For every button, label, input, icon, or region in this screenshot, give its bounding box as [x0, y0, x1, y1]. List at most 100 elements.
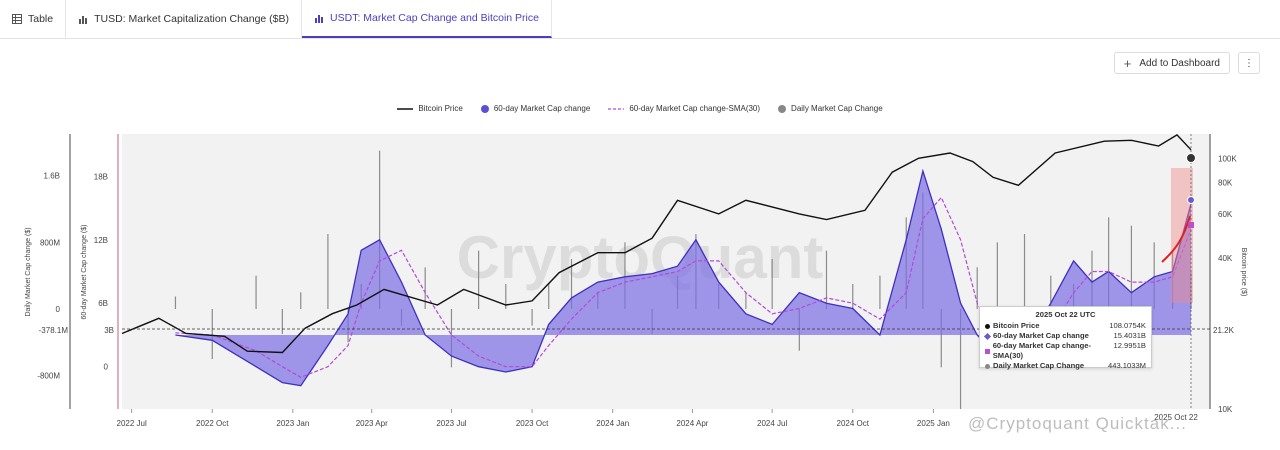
daily-change-bar [1091, 250, 1093, 309]
dot-marker-icon [985, 363, 990, 369]
chart-axes: 1.6B 800M 0 -800M 18B 12B 6B 0 100K 80K 60K 40K 10K -… [25, 154, 1247, 428]
chart-tooltip: 2025 Oct 22 UTC Bitcoin Price 108.0754K 6… [979, 306, 1152, 371]
tooltip-row-label: Daily Market Cap Change [993, 361, 1085, 370]
left2-axis-title: 60-day Market Cap change ($) [81, 225, 88, 320]
x-tick-label: 2024 Oct [837, 419, 870, 428]
daily-change-bar [852, 284, 854, 309]
right-tick-label: 10K [1218, 405, 1233, 414]
tab-tusd-label: TUSD: Market Capitalization Change ($B) [94, 13, 290, 25]
tooltip-row: 60-day Market Cap change-SMA(30) 12.9951B [985, 341, 1146, 361]
tooltip-row-label: 60-day Market Cap change [993, 331, 1089, 340]
daily-change-bar [424, 267, 426, 309]
x-tick-label: 2024 Apr [676, 419, 708, 428]
x-tick-label: 2024 Jan [596, 419, 629, 428]
tooltip-row-label: Bitcoin Price [993, 321, 1040, 330]
plus-icon: + [1123, 55, 1132, 71]
daily-change-bar [825, 250, 828, 309]
left1-tick-label: -800M [37, 372, 60, 381]
dot-swatch-icon [778, 104, 787, 113]
left1-tick-label: 0 [56, 305, 61, 314]
legend-item-60d-change[interactable]: 60-day Market Cap change [480, 104, 591, 113]
tooltip-row: 60-day Market Cap change 15.4031B [983, 331, 1146, 341]
left2-tick-label: 12B [94, 236, 108, 245]
tab-table[interactable]: Table [0, 0, 67, 38]
daily-change-bar [548, 284, 550, 309]
x-tick-label: 2023 Jul [436, 419, 466, 428]
daily-change-bar [976, 267, 978, 309]
hover-point-sma [1188, 222, 1194, 228]
daily-change-bar [255, 275, 257, 309]
hover-point-60d [1187, 196, 1195, 204]
bitcoin-price-line [121, 134, 1192, 354]
tab-tusd[interactable]: TUSD: Market Capitalization Change ($B) [66, 0, 303, 38]
left1-tick-label: 1.6B [44, 172, 60, 181]
daily-change-bar [327, 234, 329, 309]
trend-arrow [1161, 215, 1191, 263]
more-options-button[interactable]: ⋮ [1238, 52, 1260, 74]
daily-change-bar [996, 242, 998, 309]
left1-axis-title: Daily Market Cap change ($) [25, 227, 32, 316]
right-crosshair-label: 21.2K [1213, 326, 1235, 335]
table-icon [12, 14, 22, 24]
tooltip-row-value: 108.0754K [1109, 321, 1146, 330]
daily-change-bar [624, 242, 626, 309]
add-to-dashboard-label: Add to Dashboard [1139, 57, 1220, 69]
daily-change-bar [1050, 275, 1052, 309]
legend-item-sma30[interactable]: 60-day Market Cap change-SMA(30) [608, 104, 760, 113]
daily-change-bar [211, 309, 213, 359]
line-swatch-icon [397, 107, 414, 110]
x-tick-label: 2022 Oct [196, 419, 229, 428]
daily-change-bar [281, 309, 283, 334]
legend-item-daily-change[interactable]: Daily Market Cap Change [778, 104, 883, 113]
daily-change-bar [959, 309, 962, 409]
right-tick-label: 40K [1218, 254, 1233, 263]
x-tick-label: 2023 Oct [516, 419, 549, 428]
right-axis-title: Bitcoin price ($) [1240, 248, 1247, 297]
x-tick-label: 2024 Jul [757, 419, 787, 428]
tab-usdt[interactable]: USDT: Market Cap Change and Bitcoin Pric… [302, 0, 552, 38]
source-watermark: @Cryptoquant Quicktak... [968, 414, 1187, 433]
daily-change-bar [478, 250, 480, 309]
chart-canvas[interactable]: CryptoQuant 1.6B800M0-800M18B12B6B0100K8… [0, 120, 1280, 450]
legend-label: Daily Market Cap Change [791, 104, 883, 113]
tooltip-row-value: 15.4031B [1113, 331, 1146, 340]
daily-change-bar [379, 150, 381, 309]
tooltip-row-value: 443.1033M [1108, 361, 1146, 370]
x-tick-label: 2025 Jan [917, 419, 950, 428]
more-vertical-icon: ⋮ [1244, 57, 1254, 69]
add-to-dashboard-button[interactable]: + Add to Dashboard [1113, 52, 1230, 74]
hover-point-btc [1186, 153, 1196, 163]
legend-label: 60-day Market Cap change-SMA(30) [629, 104, 761, 113]
bar-chart-icon [315, 15, 324, 23]
legend-item-bitcoin-price[interactable]: Bitcoin Price [397, 104, 463, 113]
left2-tick-label: 18B [94, 172, 108, 181]
daily-change-bar [300, 292, 302, 309]
tooltip-title: 2025 Oct 22 UTC [1035, 310, 1096, 319]
left2-crosshair-label: 3B [104, 326, 114, 335]
tab-table-label: Table [28, 13, 54, 25]
tooltip-row-value: 12.9951B [1113, 341, 1146, 350]
right-tick-label: 80K [1218, 179, 1233, 188]
left1-tick-label: 800M [40, 238, 60, 247]
daily-change-bar [745, 292, 747, 309]
daily-change-bar [174, 296, 177, 309]
legend-label: 60-day Market Cap change [493, 104, 591, 113]
daily-change-bar [531, 309, 533, 326]
dot-marker-icon [985, 323, 990, 329]
legend-label: Bitcoin Price [418, 104, 463, 113]
left2-tick-label: 6B [98, 299, 108, 308]
tooltip-row-label: 60-day Market Cap change-SMA(30) [992, 341, 1092, 360]
x-tick-label: 2023 Jan [276, 419, 309, 428]
left2-tick-label: 0 [104, 363, 109, 372]
x-tick-label: 2022 Jul [117, 419, 147, 428]
tab-bar: Table TUSD: Market Capitalization Change… [0, 0, 1280, 39]
left1-crosshair-label: -378.1M [39, 326, 69, 335]
right-tick-label: 60K [1218, 210, 1233, 219]
dashed-swatch-icon [608, 107, 625, 110]
tooltip-row: Daily Market Cap Change 443.1033M [985, 361, 1146, 371]
toolbar: + Add to Dashboard ⋮ [1113, 52, 1260, 74]
tab-usdt-label: USDT: Market Cap Change and Bitcoin Pric… [330, 12, 539, 24]
daily-change-bar [570, 259, 573, 309]
daily-change-bar [771, 259, 773, 309]
daily-change-bar [1130, 225, 1133, 309]
